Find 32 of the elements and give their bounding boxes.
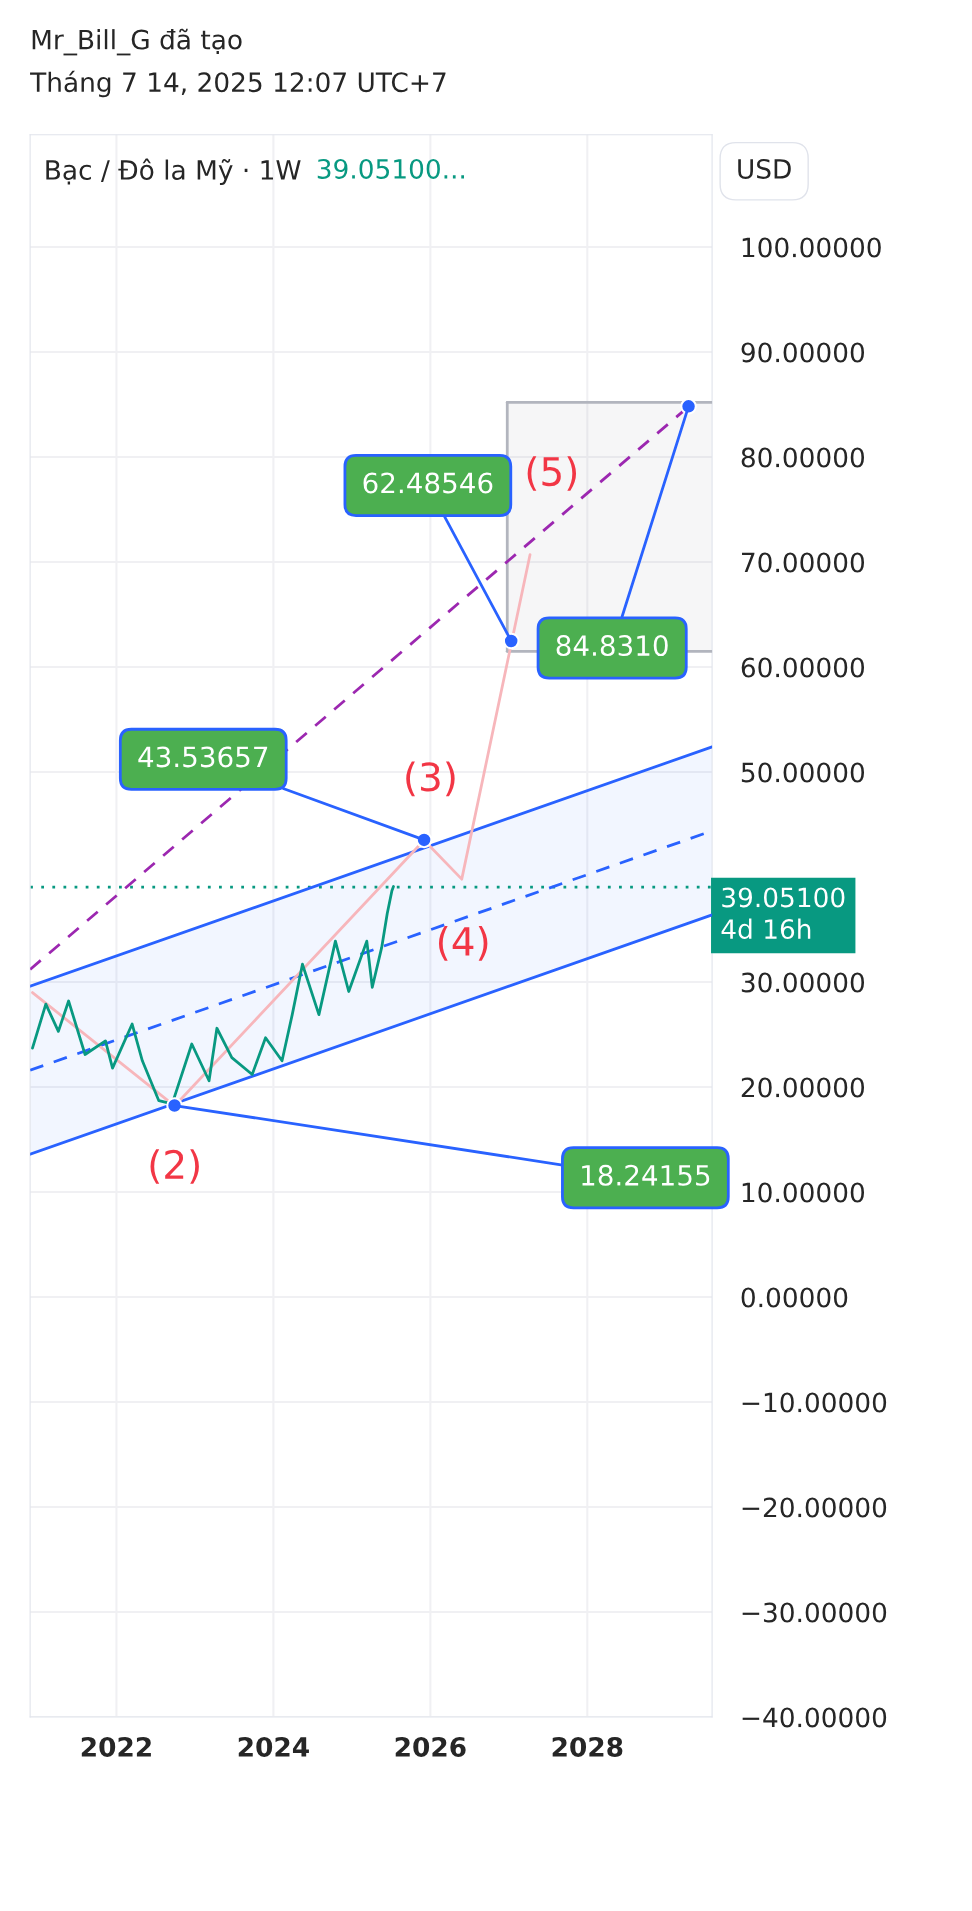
y-tick-label: 70.00000 [742,552,865,573]
y-axis-title: USD [738,158,791,179]
y-tick-label: 50.00000 [741,762,865,783]
text: Mr_Bill_G đã tạo [32,28,242,56]
y-tick-label: −10.00000 [742,1392,887,1413]
y-tick-label: 90.00000 [741,342,865,363]
data-label: 62.48546 [363,472,493,494]
y-tick-label: 80.00000 [741,447,865,468]
annotation: (3) [406,761,455,797]
y-tick-label: −20.00000 [742,1497,887,1518]
annotation: (5) [527,456,577,491]
annotation: (4) [438,926,488,961]
x-tick-label: 2022 [81,1736,151,1757]
text: Bạc / Đô la Mỹ · 1W [46,158,301,186]
y-tick-label: 20.00000 [741,1077,865,1098]
x-tick-label: 2028 [552,1736,623,1757]
data-label: 84.8310 [556,635,668,657]
y-tick-label: 100.00000 [742,237,881,258]
annotation: (2) [150,1149,199,1184]
x-tick-label: 2026 [395,1736,466,1757]
data-label: 43.53657 [138,746,268,768]
ref-line-label: 39.05100 4d 16h [721,887,845,939]
y-tick-label: 0.00000 [741,1287,848,1308]
y-tick-label: 10.00000 [742,1182,865,1203]
y-tick-label: 30.00000 [741,972,865,993]
text: Tháng 7 14, 2025 12:07 UTC+7 [30,70,446,98]
y-tick-label: −40.00000 [742,1707,887,1728]
y-tick-label: −30.00000 [742,1602,887,1623]
text: 39.05100... [317,158,464,179]
data-label: 18.24155 [582,1164,710,1186]
y-tick-label: 60.00000 [741,657,865,678]
x-tick-label: 2024 [238,1736,309,1757]
